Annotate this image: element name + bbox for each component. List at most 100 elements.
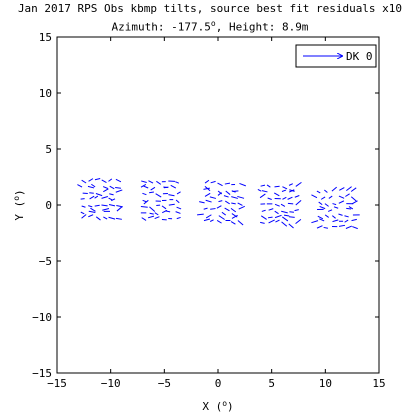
chart-title: Jan 2017 RPS Obs kbmp tilts, source best… <box>17 2 403 15</box>
arrow <box>319 205 326 210</box>
arrow <box>81 205 86 208</box>
arrow <box>294 209 299 212</box>
arrow <box>259 193 266 199</box>
arrow <box>88 178 94 182</box>
arrow <box>295 219 302 225</box>
arrow <box>237 220 244 226</box>
x-tick-label: 10 <box>319 377 332 390</box>
arrow <box>283 214 290 217</box>
arrow <box>175 199 180 204</box>
arrow <box>230 207 237 213</box>
arrow <box>115 217 122 220</box>
arrow <box>282 186 288 190</box>
arrow <box>327 209 333 212</box>
arrow <box>205 199 212 203</box>
arrow <box>103 216 108 220</box>
arrow <box>217 182 223 187</box>
arrow <box>287 196 293 200</box>
arrow <box>209 196 217 199</box>
arrow <box>267 197 272 200</box>
x-tick-label: 5 <box>268 377 275 390</box>
arrow <box>87 185 95 189</box>
arrow <box>346 207 352 210</box>
arrow <box>155 193 162 198</box>
arrow <box>163 186 169 189</box>
arrow <box>257 188 262 192</box>
arrow <box>338 195 345 199</box>
arrow <box>238 205 245 210</box>
arrow <box>275 219 280 223</box>
arrow <box>149 212 154 215</box>
arrow <box>230 221 236 225</box>
arrow <box>149 191 154 194</box>
arrow <box>333 206 339 209</box>
arrow <box>237 195 245 199</box>
arrow <box>231 202 236 205</box>
arrow <box>318 201 323 206</box>
y-tick-label: −10 <box>32 311 52 324</box>
x-axis-label: X (o) <box>202 399 233 413</box>
arrow <box>80 198 85 200</box>
arrow <box>237 202 243 206</box>
arrow <box>339 187 345 191</box>
arrow <box>224 207 230 212</box>
arrow <box>204 186 211 192</box>
arrow <box>281 221 288 227</box>
axis-tick-labels: −15 −10 −5 0 5 10 15 −15 −10 −5 0 5 10 15 <box>32 31 386 390</box>
arrow <box>288 216 295 218</box>
arrow <box>109 185 115 190</box>
arrow <box>102 186 109 189</box>
arrow <box>332 219 339 223</box>
legend-label: DK 0 <box>346 50 373 63</box>
x-axis-label-main: X ( <box>202 400 222 413</box>
arrow <box>210 180 216 184</box>
arrow <box>295 181 302 187</box>
arrow <box>282 216 289 222</box>
arrow <box>102 207 110 211</box>
arrow <box>168 194 175 197</box>
arrow <box>94 195 99 199</box>
arrow <box>81 214 87 219</box>
arrow <box>311 220 319 224</box>
y-tick-label: 10 <box>39 87 52 100</box>
arrow <box>351 218 357 222</box>
arrow <box>288 223 294 229</box>
arrow <box>289 211 295 213</box>
arrow <box>115 187 122 189</box>
arrow <box>260 215 267 220</box>
arrow <box>338 224 346 227</box>
arrow <box>351 200 358 205</box>
arrow <box>101 196 109 199</box>
arrow <box>210 208 216 210</box>
plot-area <box>56 36 380 374</box>
arrow <box>141 217 147 221</box>
x-tick-label: 15 <box>372 377 385 390</box>
arrow <box>328 195 333 199</box>
arrow <box>116 206 123 212</box>
arrow <box>294 195 300 198</box>
arrow <box>281 189 287 192</box>
arrow <box>344 219 349 223</box>
arrow <box>148 180 154 184</box>
arrow <box>143 185 149 189</box>
arrow <box>203 218 211 222</box>
arrow <box>216 205 222 209</box>
arrow <box>89 195 95 200</box>
arrow <box>170 184 177 189</box>
arrow <box>168 203 175 206</box>
x-tick-label: 0 <box>215 377 222 390</box>
arrow <box>267 216 273 219</box>
y-tick-label: −5 <box>39 255 52 268</box>
arrow <box>274 185 280 188</box>
y-tick-label: 5 <box>45 143 52 156</box>
x-axis-label-close: ) <box>227 400 234 413</box>
arrow <box>142 192 147 196</box>
y-axis-label-main: Y ( <box>13 201 26 221</box>
arrow <box>110 198 116 202</box>
arrow <box>288 183 293 186</box>
arrow <box>231 214 238 219</box>
arrow <box>217 190 223 195</box>
arrow <box>239 182 246 187</box>
arrow <box>205 214 212 219</box>
